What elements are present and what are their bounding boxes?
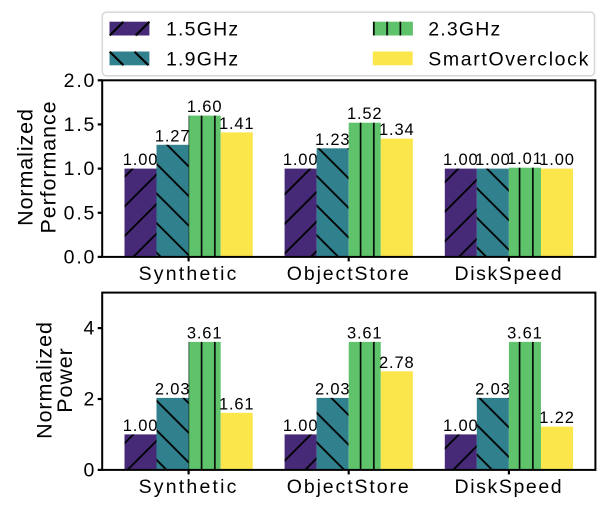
svg-text:3.61: 3.61	[347, 324, 383, 342]
svg-text:1.60: 1.60	[187, 98, 223, 116]
svg-text:1.00: 1.00	[123, 417, 159, 435]
svg-text:2: 2	[84, 389, 97, 411]
svg-text:NormalizedPerformance: NormalizedPerformance	[14, 101, 61, 234]
svg-text:1.34: 1.34	[379, 121, 415, 139]
svg-text:1.5GHz: 1.5GHz	[166, 19, 239, 41]
svg-text:DiskSpeed: DiskSpeed	[455, 263, 564, 285]
svg-text:1.52: 1.52	[347, 105, 383, 123]
svg-text:ObjectStore: ObjectStore	[287, 476, 411, 498]
svg-text:2.03: 2.03	[315, 380, 351, 398]
svg-text:3.61: 3.61	[187, 324, 223, 342]
svg-text:1.00: 1.00	[283, 417, 319, 435]
svg-text:2.78: 2.78	[379, 354, 415, 372]
svg-text:1.00: 1.00	[123, 151, 159, 169]
svg-text:1.61: 1.61	[219, 395, 255, 413]
svg-text:0.0: 0.0	[64, 247, 97, 269]
svg-text:1.00: 1.00	[283, 151, 319, 169]
svg-text:ObjectStore: ObjectStore	[287, 263, 411, 285]
svg-text:Synthetic: Synthetic	[139, 476, 239, 498]
svg-text:2.0: 2.0	[64, 70, 97, 92]
svg-text:Synthetic: Synthetic	[139, 263, 239, 285]
svg-text:1.0: 1.0	[64, 158, 97, 180]
svg-text:1.00: 1.00	[539, 151, 575, 169]
svg-text:2.3GHz: 2.3GHz	[428, 19, 501, 41]
svg-text:1.01: 1.01	[507, 150, 543, 168]
svg-text:1.00: 1.00	[443, 151, 479, 169]
svg-text:DiskSpeed: DiskSpeed	[455, 476, 564, 498]
svg-text:1.23: 1.23	[315, 131, 351, 149]
svg-text:1.5: 1.5	[64, 114, 97, 136]
svg-text:0: 0	[84, 460, 97, 482]
svg-text:1.00: 1.00	[475, 151, 511, 169]
svg-text:1.41: 1.41	[219, 115, 255, 133]
svg-text:1.22: 1.22	[539, 409, 575, 427]
svg-text:4: 4	[84, 318, 97, 340]
svg-text:SmartOverclock: SmartOverclock	[428, 48, 590, 70]
svg-text:1.9GHz: 1.9GHz	[166, 48, 239, 70]
svg-text:NormalizedPower: NormalizedPower	[32, 321, 77, 439]
svg-text:2.03: 2.03	[475, 380, 511, 398]
svg-text:3.61: 3.61	[507, 324, 543, 342]
svg-text:0.5: 0.5	[64, 202, 97, 224]
svg-text:2.03: 2.03	[155, 380, 191, 398]
svg-text:1.27: 1.27	[155, 127, 191, 145]
svg-text:1.00: 1.00	[443, 417, 479, 435]
